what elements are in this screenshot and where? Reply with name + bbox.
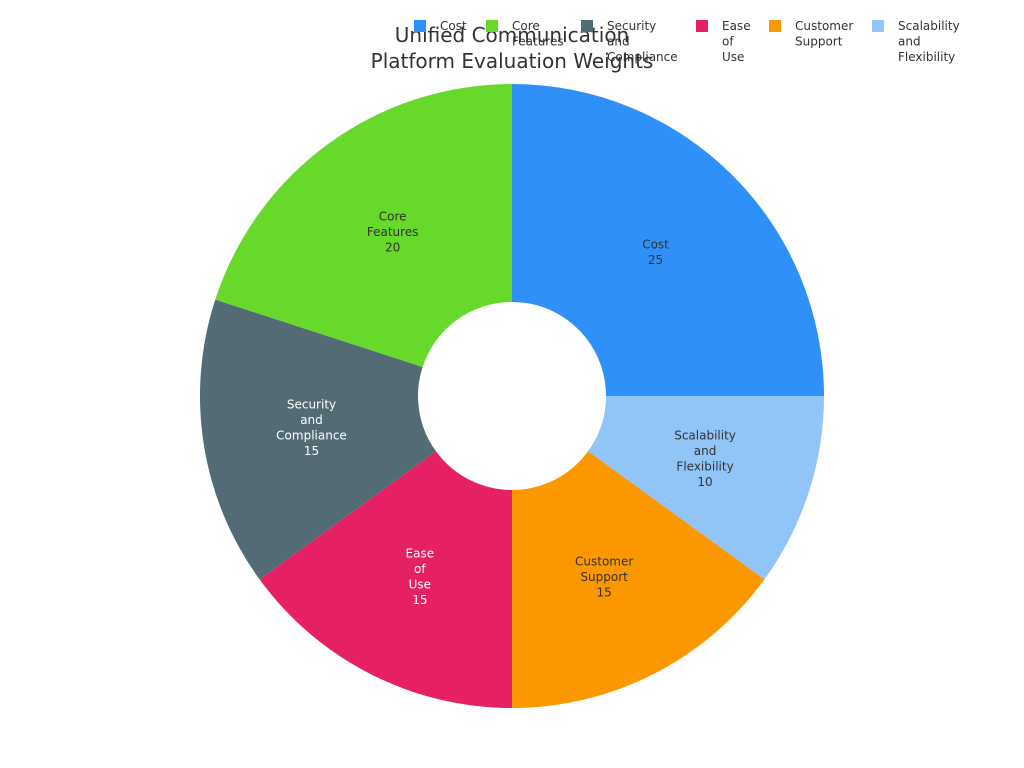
legend-label-security-and-compliance: Security and Compliance (607, 19, 678, 64)
slice-label-core-features: Core Features 20 (367, 209, 419, 254)
legend-swatch-security-and-compliance (581, 20, 593, 32)
slice-labels-group: Cost 25 Scalability and Flexibility 10 Custome… (276, 209, 736, 607)
legend-item-ease-of-use[interactable]: Ease of Use (696, 19, 751, 64)
legend-swatch-core-features (486, 20, 498, 32)
legend-label-cost: Cost (440, 19, 467, 33)
legend-item-core-features[interactable]: Core Features (486, 19, 564, 49)
slice-cost[interactable] (512, 84, 824, 396)
legend-swatch-scalability-and-flexibility (872, 20, 884, 32)
slice-security-and-compliance[interactable] (199, 299, 436, 580)
chart-legend[interactable]: Cost Core Features Security and Compliance Eas… (414, 19, 960, 64)
slice-core-features[interactable] (215, 84, 512, 367)
slice-label-security-and-compliance: Security and Compliance 15 (276, 398, 347, 459)
legend-label-core-features: Core Features (512, 19, 564, 49)
slice-label-customer-support: Customer Support 15 (575, 554, 633, 599)
slice-label-ease-of-use: Ease of Use 15 (406, 547, 435, 608)
legend-label-ease-of-use: Ease of Use (722, 19, 751, 64)
legend-label-scalability-and-flexibility: Scalability and Flexibility (898, 19, 960, 64)
legend-item-cost[interactable]: Cost (414, 19, 467, 33)
slice-scalability-and-flexibility[interactable] (588, 396, 825, 580)
legend-swatch-customer-support (769, 20, 781, 32)
slice-ease-of-use[interactable] (259, 451, 512, 708)
slices-group (199, 84, 825, 708)
legend-swatch-cost (414, 20, 426, 32)
legend-label-customer-support: Customer Support (795, 19, 853, 49)
legend-item-security-and-compliance[interactable]: Security and Compliance (581, 19, 678, 64)
legend-swatch-ease-of-use (696, 20, 708, 32)
slice-label-scalability-and-flexibility: Scalability and Flexibility 10 (674, 428, 736, 489)
slice-customer-support[interactable] (512, 451, 765, 708)
chart-title-line-2: Platform Evaluation Weights (371, 49, 654, 73)
legend-item-customer-support[interactable]: Customer Support (769, 19, 853, 49)
slice-label-cost: Cost 25 (642, 238, 669, 268)
legend-item-scalability-and-flexibility[interactable]: Scalability and Flexibility (872, 19, 960, 64)
